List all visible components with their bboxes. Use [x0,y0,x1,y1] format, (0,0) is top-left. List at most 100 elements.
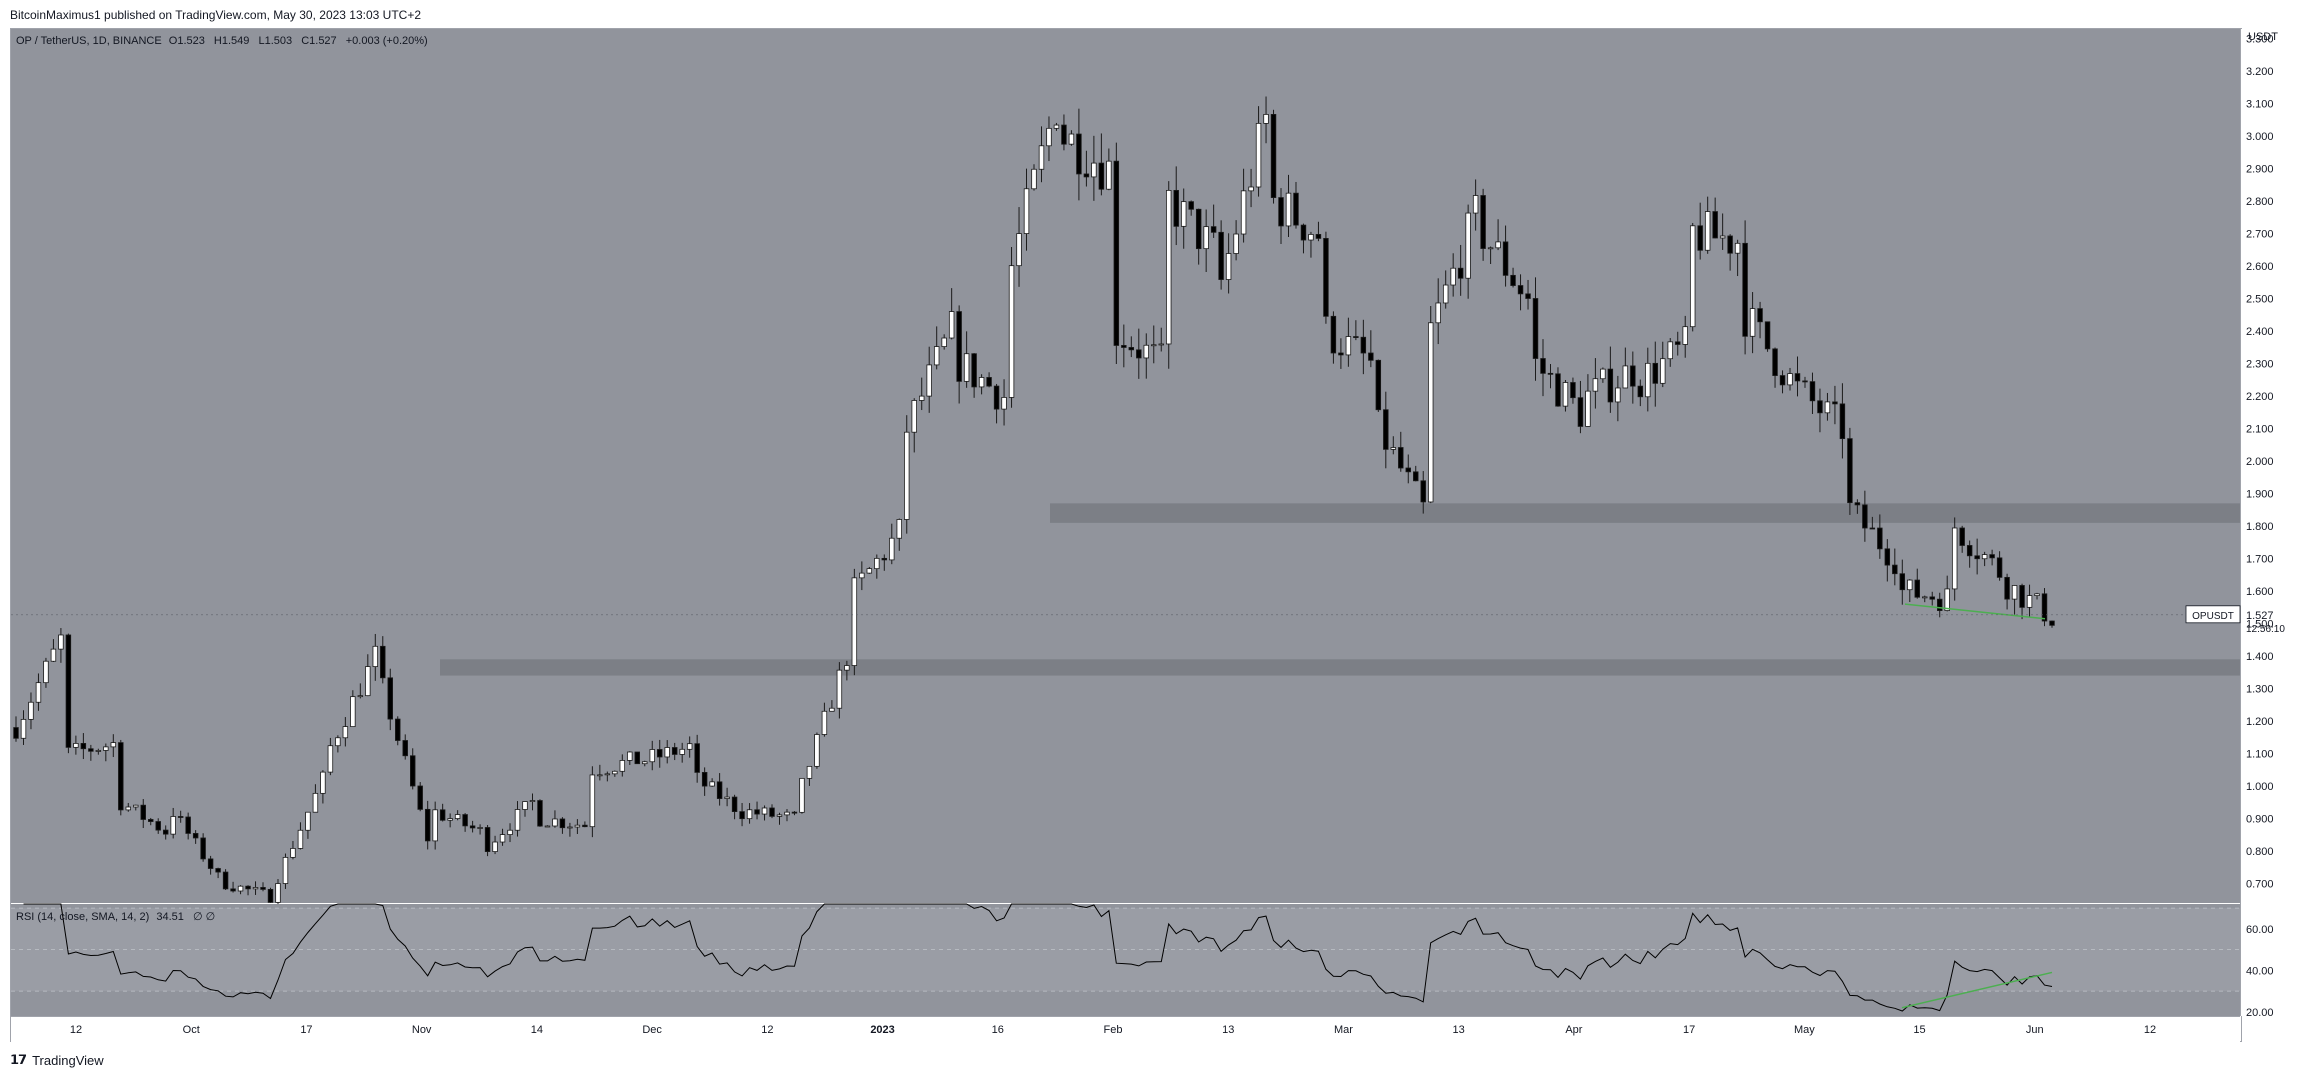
price-tick: 2.500 [2246,294,2274,306]
candle-body [222,871,229,890]
candle-body [103,746,109,751]
candle-body [1405,467,1411,473]
candle-body [320,771,326,794]
rsi-tick: 60.00 [2246,924,2274,936]
candle-body [1824,401,1831,414]
candle-body [1929,596,1935,600]
tradingview-logo-icon[interactable]: 𝟭𝟳 [10,1052,27,1067]
time-tick: 12 [761,1024,773,1036]
candle-body [267,888,274,903]
candle-body [514,809,521,831]
candle-body [657,749,663,758]
candle-body [417,785,423,810]
candle-body [1914,579,1920,598]
price-tick: 2.700 [2246,229,2274,241]
candle-body [260,887,266,890]
candle-body [784,811,790,816]
candle-body [297,829,304,849]
candle-body [1727,235,1733,254]
time-tick: 2023 [870,1024,894,1036]
footer-brand[interactable]: TradingView [32,1052,104,1068]
time-tick: 15 [1913,1024,1925,1036]
rsi-line [23,903,2053,1012]
candle-body [754,809,760,815]
time-tick: 13 [1453,1024,1465,1036]
candle-body [799,777,805,813]
price-tick: 2.600 [2246,261,2274,273]
price-pane[interactable] [11,29,2240,903]
candle-body [627,751,633,761]
candle-body [1794,373,1801,382]
candle-body [305,811,311,831]
candle-body [1615,387,1621,403]
price-tick: 1.000 [2246,781,2274,793]
candle-body [192,833,199,839]
candle-body [2049,620,2055,626]
candle-body [1210,226,1217,233]
candle-body [65,634,72,748]
price-tick: 3.100 [2246,99,2274,111]
candle-body [926,364,932,397]
candle-body [604,773,611,776]
candle-body [963,353,970,382]
candle-body [619,760,626,772]
candle-body [1278,197,1284,227]
candle-body [671,747,678,755]
candle-body [1465,212,1471,279]
candle-body [761,807,768,815]
candle-body [948,311,955,339]
candle-body [1031,168,1037,190]
candle-body [1892,564,1898,575]
time-tick: 13 [1222,1024,1234,1036]
price-trendline [1904,603,2046,620]
price-tick: 2.200 [2246,391,2274,403]
candle-body [731,796,738,813]
candle-body [1884,548,1891,566]
candle-body [724,796,730,799]
candle-body [1951,527,1958,590]
publish-header: BitcoinMaximus1 published on TradingView… [10,8,422,22]
candle-body [207,858,214,869]
price-tick: 3.300 [2246,34,2274,46]
candle-body [432,809,438,842]
candle-body [1959,527,1965,546]
ohlc-high-value: 1.549 [221,35,250,47]
candle-body [282,856,289,884]
candle-body [844,665,850,671]
candle-body [1667,341,1673,360]
candle-body [1907,579,1913,591]
candle-body [836,669,843,709]
candle-body [133,804,139,808]
candle-body [769,807,775,817]
candle-body [95,750,102,752]
candle-body [1330,315,1337,354]
candle-body [634,751,640,765]
candle-body [1338,352,1344,356]
candle-body [1323,238,1329,317]
time-tick: Oct [183,1024,200,1036]
candle-body [1966,545,1973,557]
candle-body [911,400,917,433]
candle-body [380,645,386,679]
candle-body [649,749,655,763]
candle-body [35,682,42,703]
candle-body [200,837,206,860]
candle-body [1068,133,1075,145]
time-tick: May [1794,1024,1815,1036]
price-tick: 0.800 [2246,846,2274,858]
candle-body [2004,576,2010,600]
price-axis[interactable] [2240,29,2314,1016]
candle-body [701,771,708,787]
candle-body [410,755,416,787]
candle-body [13,727,19,739]
candle-body [1023,188,1030,234]
candle-body [43,660,49,684]
time-axis[interactable] [11,1016,2240,1043]
candle-body [642,761,648,765]
price-tick: 1.600 [2246,586,2274,598]
candle-body [1839,403,1846,440]
candle-body [1944,588,1950,611]
candle-body [110,742,117,748]
candle-body [1113,160,1120,346]
candle-body [335,737,341,747]
